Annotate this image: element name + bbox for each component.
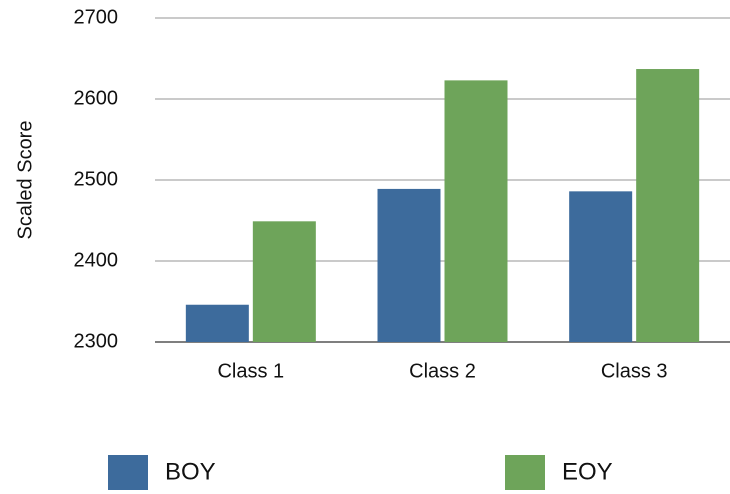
- bar: [636, 69, 700, 342]
- y-tick-label: 2700: [74, 6, 119, 28]
- bar: [569, 191, 633, 342]
- legend-label: EOY: [562, 458, 613, 485]
- x-tick-label: Class 2: [409, 360, 476, 382]
- bar: [185, 304, 249, 342]
- bar: [444, 80, 508, 343]
- bar: [377, 188, 441, 342]
- bar: [252, 221, 316, 342]
- y-tick-label: 2600: [74, 87, 119, 109]
- y-tick-label: 2300: [74, 330, 119, 352]
- x-tick-label: Class 3: [601, 360, 668, 382]
- x-tick-label: Class 1: [217, 360, 284, 382]
- legend-swatch: [505, 455, 545, 490]
- legend-label: BOY: [165, 458, 216, 485]
- y-tick-label: 2400: [74, 249, 119, 271]
- legend-swatch: [108, 455, 148, 490]
- y-tick-label: 2500: [74, 168, 119, 190]
- y-axis-label: Scaled Score: [14, 121, 36, 240]
